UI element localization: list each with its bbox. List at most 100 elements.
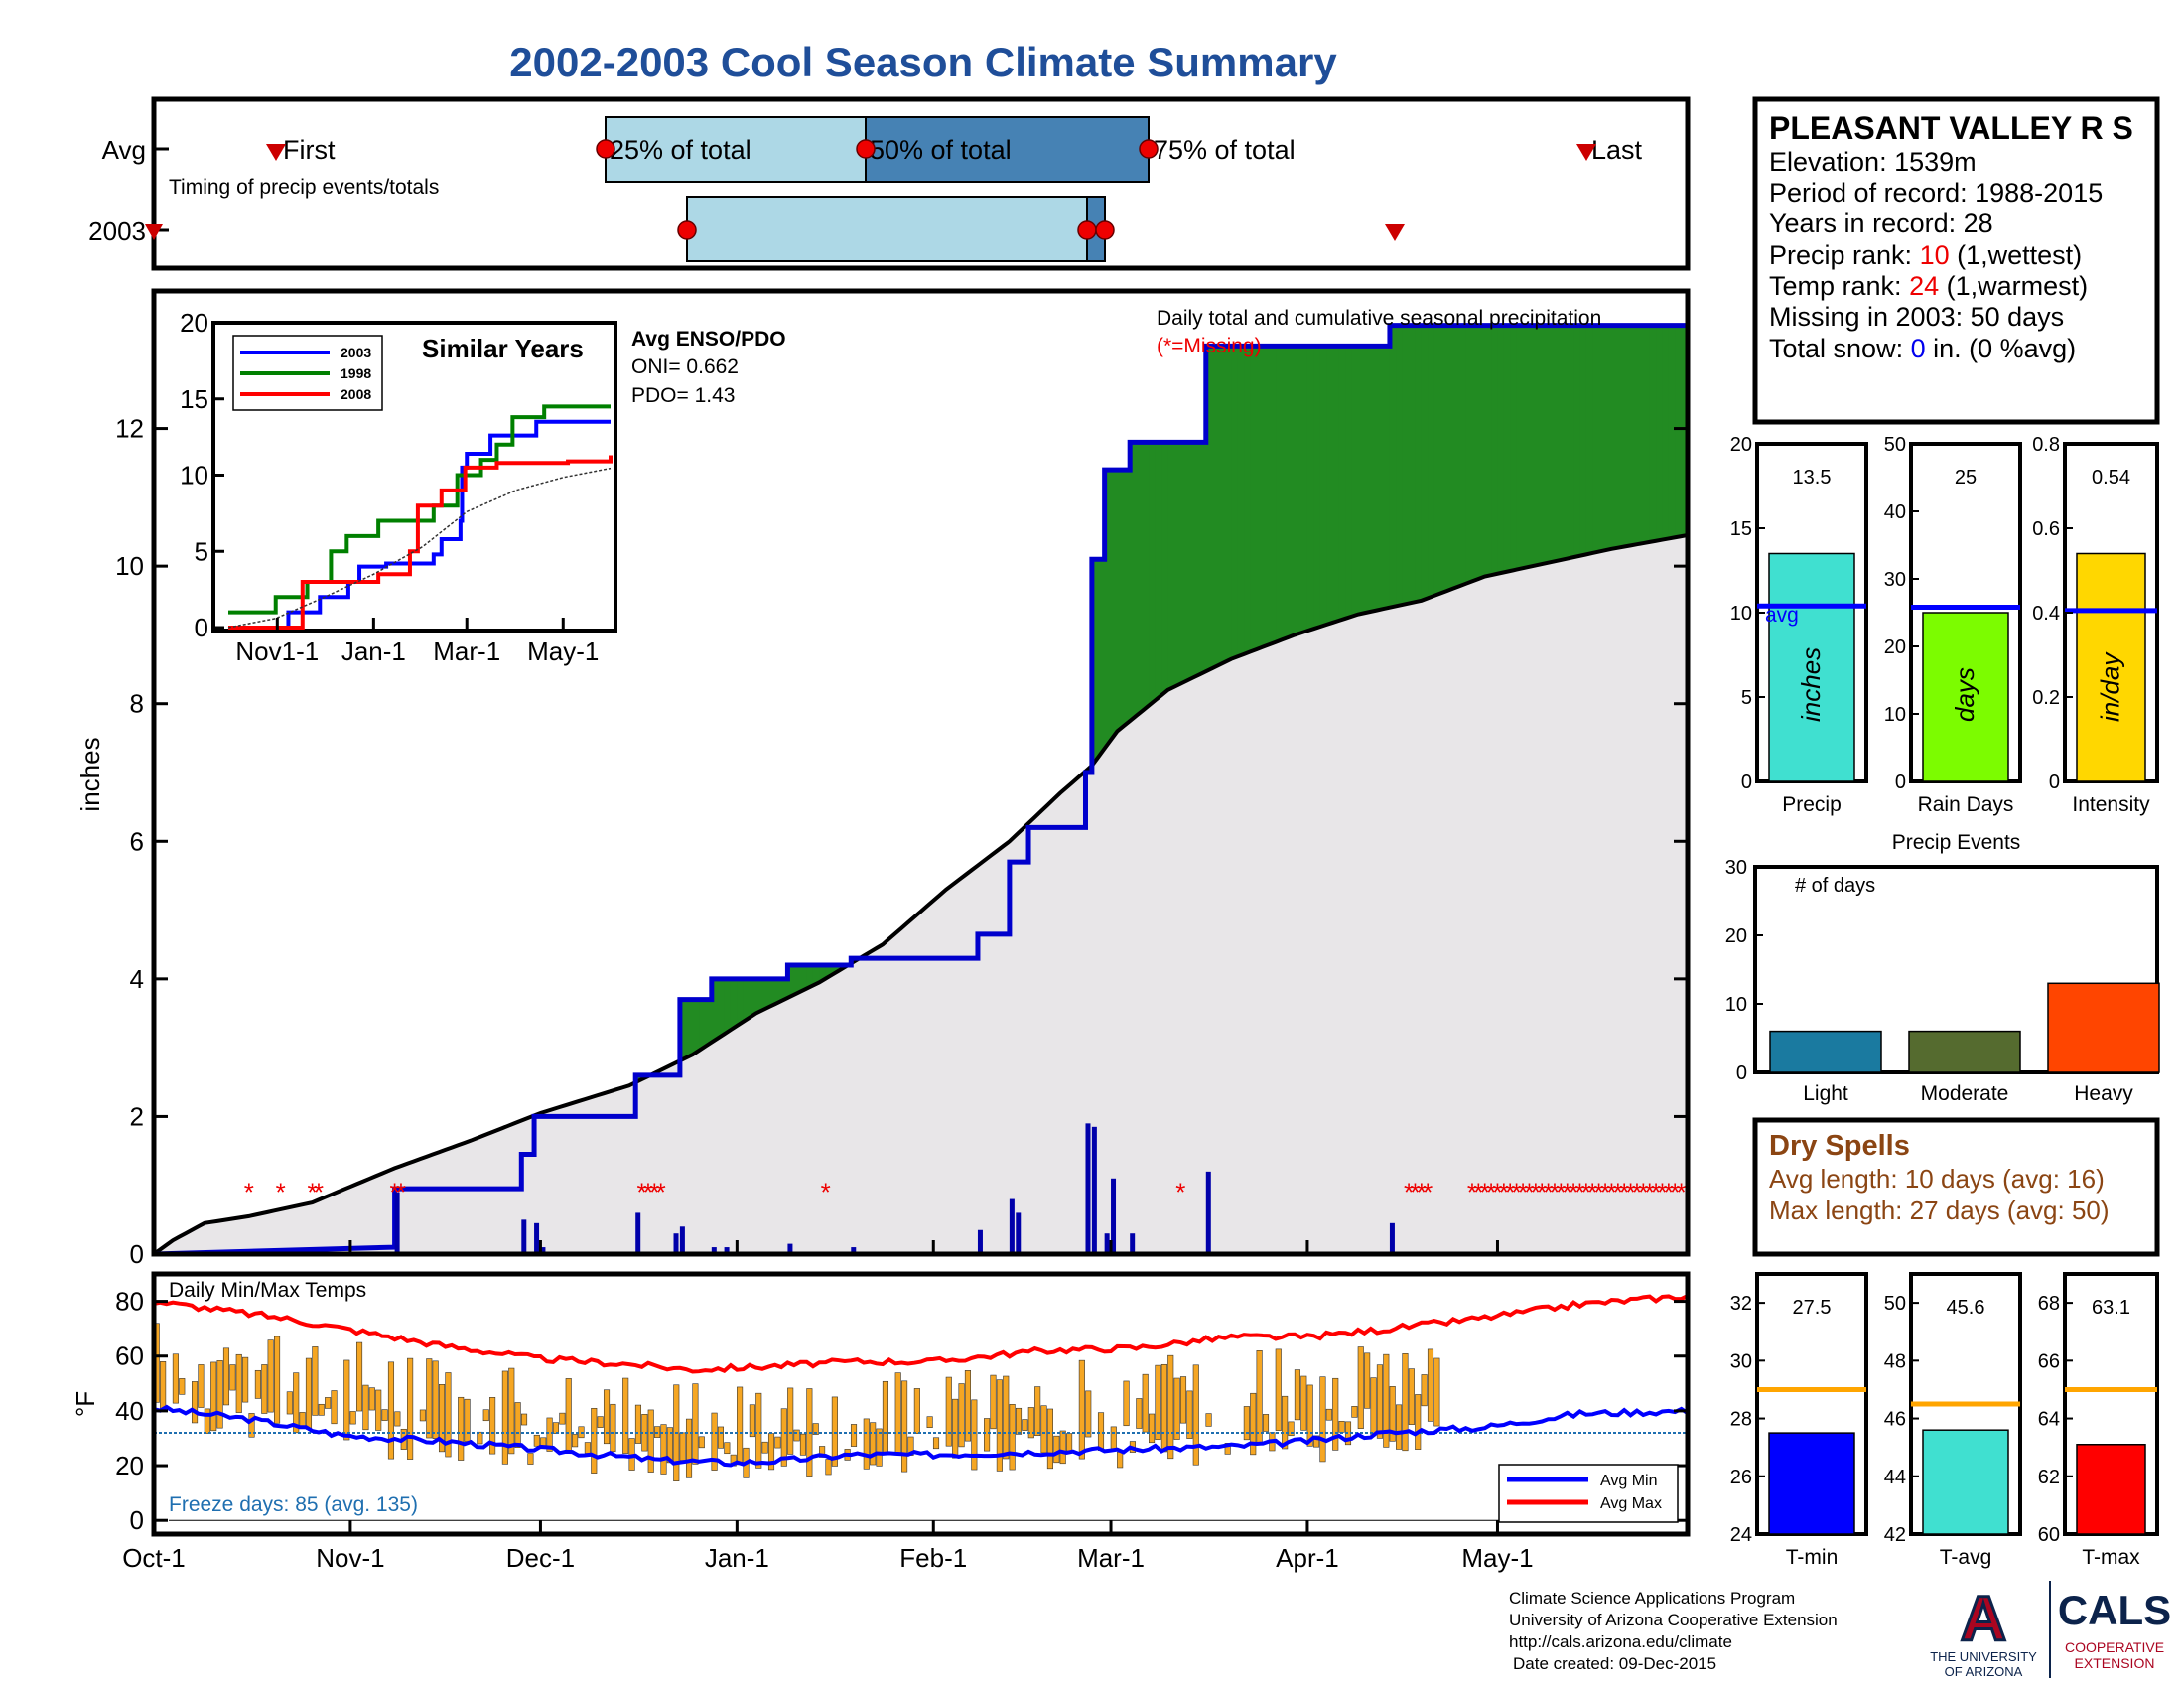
inset-title: Similar Years	[422, 334, 584, 363]
daily-temp-bar	[1015, 1407, 1023, 1435]
precip-departure-band	[1377, 346, 1385, 611]
precip-departure-band	[1364, 346, 1372, 614]
inset-legend-2003: 2003	[341, 345, 371, 360]
precip-departure-band	[1370, 346, 1378, 612]
summary-avg-label: avg	[1765, 604, 1799, 627]
daily-temp-bar	[1325, 1408, 1332, 1421]
missing-day-marker: *	[1563, 1177, 1572, 1206]
summary-value: 13.5	[1793, 467, 1832, 489]
daily-temp-bar	[634, 1404, 642, 1444]
summary-tick-label: 0.2	[2032, 687, 2060, 709]
daily-temp-bar	[520, 1413, 528, 1426]
timing-p50-label: 50% of total	[870, 135, 1012, 165]
summary-tick-label: 15	[1730, 518, 1752, 540]
daily-precip-bar	[1009, 1198, 1015, 1254]
daily-temp-bar	[679, 1432, 686, 1461]
timing-2003-first-marker	[145, 224, 163, 240]
daily-temp-bar	[622, 1377, 629, 1454]
precip-rank-value: 10	[1920, 240, 1950, 270]
daily-temp-bar	[1306, 1384, 1313, 1447]
missing-day-marker: *	[1657, 1177, 1667, 1206]
daily-temp-bar	[787, 1387, 794, 1455]
missing-day-marker: *	[1518, 1177, 1528, 1206]
timing-avg-last-marker	[1576, 144, 1596, 161]
precip-departure-band	[1440, 325, 1447, 594]
station-snow: Total snow: 0 in. (0 %avg)	[1769, 334, 2076, 363]
missing-day-marker: *	[1512, 1177, 1522, 1206]
daily-temp-bar	[1357, 1346, 1364, 1429]
events-bar-label: Heavy	[2074, 1082, 2133, 1105]
station-elevation: Elevation: 1539m	[1769, 147, 1977, 177]
timing-frame	[151, 96, 1691, 271]
daily-temp-bar	[160, 1361, 167, 1410]
precip-departure-band	[1523, 325, 1530, 569]
daily-precip-bar	[711, 1247, 717, 1254]
summary-tick-label: 68	[2038, 1293, 2060, 1315]
precip-departure-band	[1503, 325, 1511, 573]
daily-temp-bar	[204, 1408, 210, 1434]
daily-temp-bar	[1433, 1357, 1440, 1427]
precip-departure-band	[1161, 442, 1169, 696]
timing-panel: Avg 2003 Timing of precip events/totals …	[88, 96, 1691, 271]
temp-y-tick-label: 40	[115, 1396, 144, 1426]
daily-precip-bar	[1091, 1126, 1097, 1254]
daily-precip-bar	[521, 1219, 527, 1254]
avg-max-line	[153, 1294, 1689, 1374]
ua-logo-text1: THE UNIVERSITY	[1930, 1649, 2037, 1664]
precip-departure-band	[1111, 470, 1119, 741]
precip-departure-band	[774, 978, 782, 1005]
daily-temp-bar	[610, 1403, 616, 1453]
daily-temp-bar	[1364, 1352, 1371, 1409]
missing-day-marker: *	[649, 1177, 659, 1206]
precip-departure-band	[793, 965, 801, 995]
timing-first-label: First	[283, 135, 336, 165]
inset-legend-2008: 2008	[341, 386, 371, 402]
ua-logo-mark: A	[1961, 1583, 2006, 1654]
summary-tick-label: 5	[1741, 687, 1752, 709]
precip-departure-band	[1338, 346, 1346, 621]
missing-day-marker: *	[1473, 1177, 1483, 1206]
events-ylabel: # of days	[1795, 875, 1875, 897]
x-tick-label: May-1	[1461, 1543, 1533, 1573]
cals-logo-sub2: EXTENSION	[2075, 1655, 2155, 1671]
daily-temp-bar	[375, 1389, 382, 1431]
precip-departure-band	[1136, 442, 1144, 716]
timing-avg-p25-marker	[596, 139, 615, 159]
precip-departure-band	[711, 978, 719, 1043]
x-tick-label: Jan-1	[705, 1543, 769, 1573]
daily-temp-bar	[1059, 1430, 1066, 1465]
daily-temp-bar	[198, 1364, 205, 1408]
precip-departure-band	[1478, 325, 1486, 579]
main-y-tick-label: 12	[115, 414, 144, 444]
events-bar-label: Light	[1803, 1082, 1848, 1105]
precip-departure-band	[1224, 346, 1232, 662]
freeze-days: Freeze days: 85 (avg. 135)	[169, 1493, 418, 1516]
precip-departure-band	[1446, 325, 1454, 592]
missing-day-marker: *	[1543, 1177, 1553, 1206]
daily-temp-bar	[1123, 1380, 1130, 1427]
summary-value: 45.6	[1947, 1297, 1985, 1319]
precip-departure-band	[1554, 325, 1562, 562]
precip-departure-band	[1193, 442, 1201, 678]
precip-departure-band	[1579, 325, 1587, 556]
precip-departure-band	[730, 978, 738, 1031]
daily-temp-bar	[508, 1367, 515, 1455]
summary-bar	[2076, 1444, 2146, 1535]
precip-departure-band	[1402, 325, 1410, 605]
precip-departure-band	[832, 965, 840, 975]
precip-departure-band	[1567, 325, 1574, 559]
daily-temp-bar	[660, 1424, 667, 1475]
avg-cumulative-line	[152, 532, 1689, 1256]
daily-temp-bar	[825, 1459, 832, 1476]
summary-tick-label: 10	[1884, 704, 1906, 726]
summary-tick-label: 48	[1884, 1350, 1906, 1372]
daily-temp-bar	[584, 1442, 591, 1454]
precip-departure-band	[686, 999, 694, 1058]
daily-temp-bar	[565, 1378, 572, 1453]
daily-temp-bar	[293, 1372, 300, 1434]
summary-tick-label: 32	[1730, 1293, 1752, 1315]
x-tick-label: Apr-1	[1276, 1543, 1339, 1573]
precip-events-chart: Precip Events 0 10 20 30 # of days Light Modera…	[1725, 831, 2160, 1105]
missing-day-marker: *	[656, 1177, 666, 1206]
missing-day-marker: *	[1632, 1177, 1642, 1206]
